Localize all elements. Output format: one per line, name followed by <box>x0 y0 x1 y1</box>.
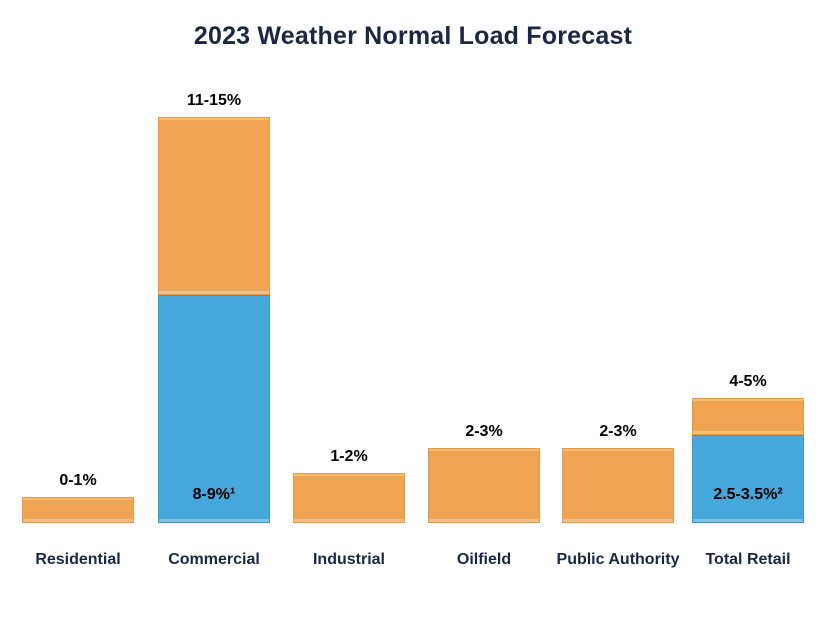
chart-title: 2023 Weather Normal Load Forecast <box>193 22 633 50</box>
segment-value-label-total-retail: 2.5-3.5%² <box>713 486 783 503</box>
orange-segment-total-retail <box>692 398 804 435</box>
bar-group-oilfield: 2-3% Oilfield <box>428 0 540 620</box>
bar-group-total-retail: 2.5-3.5%² 4-5% Total Retail <box>692 0 804 620</box>
category-label-residential: Residential <box>35 551 121 568</box>
orange-segment-industrial <box>293 473 405 523</box>
orange-segment-public-authority <box>562 448 674 523</box>
bar-value-label-public-authority: 2-3% <box>599 423 637 440</box>
bar-value-label-commercial: 11-15% <box>186 92 242 109</box>
bar-group-commercial: 8-9%¹ 11-15% Commercial <box>158 0 270 620</box>
category-label-public-authority: Public Authority <box>556 551 680 568</box>
bar-value-label-residential: 0-1% <box>59 472 97 489</box>
category-label-oilfield: Oilfield <box>456 551 512 568</box>
orange-segment-residential <box>22 497 134 523</box>
category-label-industrial: Industrial <box>312 551 385 568</box>
bar-value-label-total-retail: 4-5% <box>729 373 767 390</box>
bar-group-industrial: 1-2% Industrial <box>293 0 405 620</box>
orange-segment-commercial <box>158 117 270 295</box>
bar-group-public-authority: 2-3% Public Authority <box>557 0 680 620</box>
segment-value-label-commercial: 8-9%¹ <box>192 486 236 503</box>
bar-group-residential: 0-1% Residential <box>22 0 134 620</box>
blue-segment-commercial: 8-9%¹ <box>158 295 270 523</box>
orange-segment-oilfield <box>428 448 540 523</box>
category-label-total-retail: Total Retail <box>705 551 791 568</box>
bar-value-label-oilfield: 2-3% <box>465 423 503 440</box>
category-label-commercial: Commercial <box>168 551 260 568</box>
blue-segment-total-retail: 2.5-3.5%² <box>692 435 804 523</box>
bar-value-label-industrial: 1-2% <box>330 448 368 465</box>
